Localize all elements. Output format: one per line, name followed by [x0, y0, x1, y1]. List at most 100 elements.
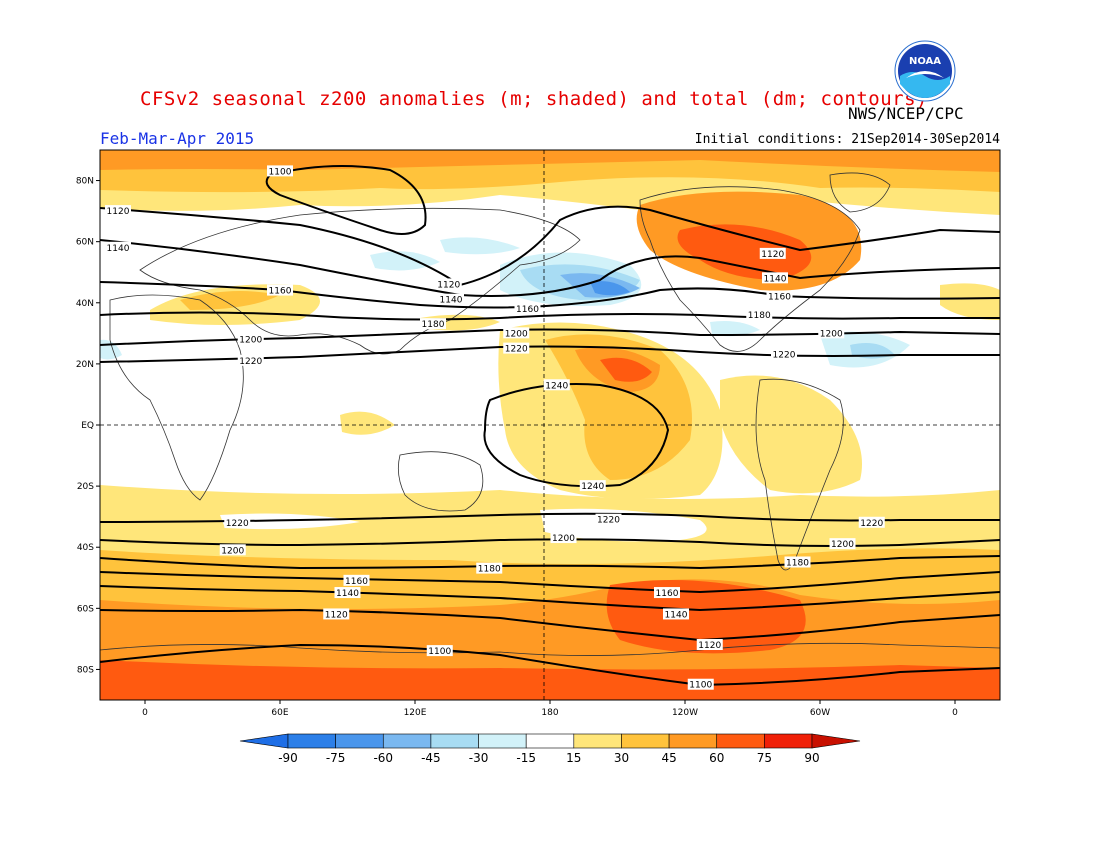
- colorbar-swatch: [621, 733, 670, 749]
- colorbar-swatch: [764, 733, 813, 749]
- contour-1100-north: [265, 165, 427, 235]
- colorbar-swatch: [716, 733, 765, 749]
- lon-label: 180: [541, 708, 558, 718]
- colorbar-label: 45: [661, 751, 676, 765]
- contour-label-bg: [550, 532, 577, 544]
- contour-label: 1140: [438, 293, 464, 306]
- contour-label: 1200: [503, 327, 530, 339]
- contour-label-bg: [219, 544, 246, 556]
- contour-1240-tropical: [483, 383, 670, 488]
- colorbar: -90 -75 -60 -45 -30 -15 15 30 45 60 75 90: [239, 733, 861, 765]
- contour-label: 1160: [514, 302, 541, 315]
- contour-label-bg: [771, 348, 797, 360]
- contour-label: 1180: [476, 562, 503, 575]
- contour-label-text: 1180: [478, 565, 501, 575]
- contour-label: 1140: [334, 587, 361, 599]
- africa-outline: [109, 294, 244, 501]
- contour-label-text: 1160: [516, 305, 539, 315]
- contour-label-bg: [237, 354, 264, 366]
- colorbar-swatch: [668, 733, 718, 749]
- contour-label-text: 1120: [698, 641, 721, 651]
- contour-label: 1220: [595, 513, 622, 526]
- contour-label: 1200: [237, 333, 264, 345]
- colorbar-label: -15: [516, 751, 536, 765]
- contour-label-text: 1180: [748, 311, 771, 321]
- contour-label: 1200: [219, 544, 246, 556]
- contour-label-text: 1220: [226, 519, 249, 529]
- contour-label: 1240: [543, 379, 570, 391]
- colorbar-label: 90: [804, 751, 819, 765]
- contour-label-text: 1140: [107, 244, 130, 254]
- colorbar-label: -60: [373, 751, 393, 765]
- contour-label-text: 1140: [665, 610, 688, 620]
- contour-label-bg: [267, 165, 293, 177]
- lon-label: 0: [142, 708, 148, 718]
- colorbar-swatch: [573, 733, 622, 749]
- contour-label: 1180: [784, 556, 811, 569]
- contour-label-bg: [514, 302, 541, 314]
- contour-label: 1200: [829, 538, 856, 550]
- lon-label: 0: [952, 708, 958, 718]
- contour-label-text: 1200: [239, 335, 262, 345]
- contour-label-bg: [343, 574, 370, 586]
- lat-label: 80S: [77, 665, 94, 675]
- contour-label: 1160: [267, 284, 293, 297]
- contour-1140-south: [100, 585, 1000, 612]
- colorbar-swatch-max: [811, 733, 861, 749]
- contour-label: 1220: [771, 348, 797, 361]
- contour-label: 1240: [579, 480, 606, 492]
- contour-label-bg: [503, 342, 530, 354]
- colorbar-label: -75: [326, 751, 346, 765]
- contour-label-text: 1200: [552, 534, 575, 544]
- contour-label: 1160: [654, 587, 680, 599]
- contour-label-bg: [420, 318, 446, 330]
- colorbar-label: -90: [278, 751, 298, 765]
- contour-label-text: 1200: [820, 329, 843, 339]
- lon-label: 60E: [271, 708, 288, 718]
- contour-label-bg: [237, 333, 264, 345]
- colorbar-swatch: [430, 733, 479, 749]
- contour-label-text: 1220: [239, 357, 262, 367]
- colorbar-swatch: [382, 733, 432, 749]
- contour-1160-south: [100, 571, 1000, 594]
- contour-label-bg: [334, 587, 361, 599]
- contour-label: 1220: [858, 516, 885, 529]
- contour-labels: 1100 1120 1140 1160 1120 1140 1180 1160 1200 1200…: [105, 165, 885, 691]
- contour-label: 1180: [420, 318, 446, 330]
- lat-label: 40N: [76, 299, 94, 309]
- contour-label: 1180: [746, 309, 773, 321]
- contour-label-bg: [267, 284, 293, 296]
- contour-label: 1120: [105, 205, 131, 217]
- contour-label-text: 1100: [689, 681, 712, 691]
- contour-label-bg: [579, 480, 606, 492]
- contour-label-text: 1240: [581, 482, 604, 492]
- contour-label-text: 1200: [505, 329, 528, 339]
- contour-label-text: 1180: [422, 320, 445, 330]
- contour-label: 1200: [550, 532, 577, 544]
- contour-1120-south: [100, 608, 1000, 642]
- contour-label-bg: [224, 516, 251, 528]
- colorbar-label: 75: [757, 751, 772, 765]
- contour-label-bg: [543, 379, 570, 391]
- contour-label-text: 1120: [437, 280, 460, 290]
- contour-label-bg: [858, 516, 885, 528]
- noaa-logo-text: NOAA: [909, 56, 941, 67]
- contour-label-text: 1180: [786, 559, 809, 569]
- contour-label-bg: [784, 556, 811, 568]
- antarctica-outline: [100, 642, 1000, 656]
- colorbar-label: -45: [421, 751, 441, 765]
- eurasia-outline: [139, 207, 581, 355]
- contour-label-bg: [595, 513, 622, 525]
- lat-label: EQ: [81, 421, 94, 431]
- initial-conditions-label: Initial conditions: 21Sep2014-30Sep2014: [694, 132, 1000, 147]
- contour-label-text: 1160: [269, 287, 292, 297]
- colorbar-label: 60: [709, 751, 724, 765]
- contour-label-text: 1200: [221, 546, 244, 556]
- contour-label-bg: [687, 678, 714, 690]
- contour-label-bg: [759, 247, 786, 259]
- contour-1100-south: [100, 643, 1000, 687]
- contour-label-text: 1100: [269, 167, 292, 177]
- contour-label: 1120: [323, 608, 350, 620]
- contour-label-bg: [105, 241, 131, 253]
